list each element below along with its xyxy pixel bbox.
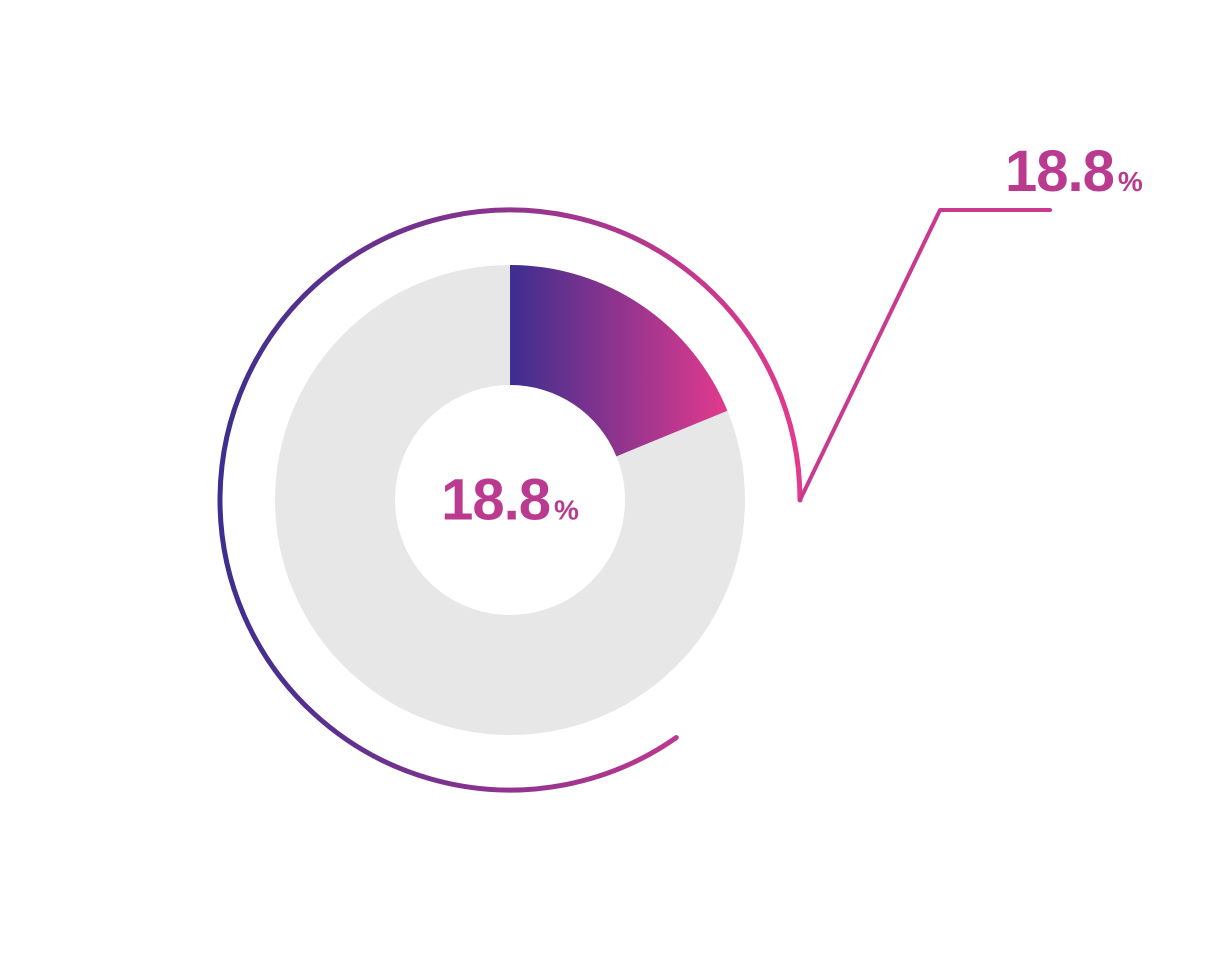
callout-leader-line — [800, 210, 1050, 500]
callout-percent-symbol: % — [1118, 166, 1143, 197]
center-percent-value: 18.8 — [441, 468, 550, 533]
callout-percent-label: 18.8% — [1005, 138, 1143, 205]
center-percent-label: 18.8% — [441, 467, 579, 534]
center-percent-symbol: % — [554, 495, 579, 526]
donut-gauge-chart: 18.8% 18.8% — [0, 0, 1225, 980]
callout-percent-value: 18.8 — [1005, 139, 1114, 204]
